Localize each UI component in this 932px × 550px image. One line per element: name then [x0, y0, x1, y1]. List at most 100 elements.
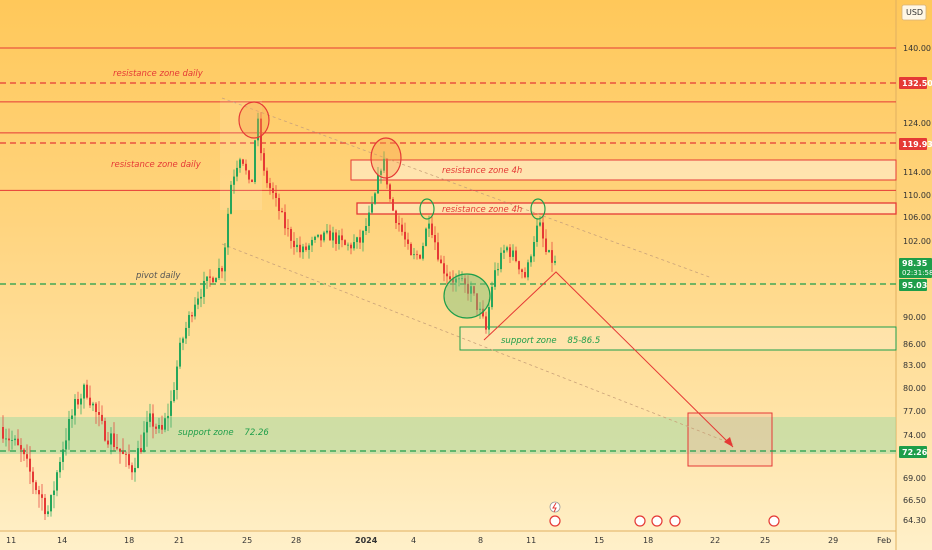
candle-body [188, 315, 190, 328]
resistance-zone-4h-box-lower [356, 202, 897, 215]
earnings-flag-icon[interactable] [549, 515, 561, 527]
candle-body [362, 230, 364, 243]
candle-body [14, 438, 16, 441]
candle-body [143, 432, 145, 452]
candle-body [278, 197, 280, 211]
earnings-flag-icon[interactable] [669, 515, 681, 527]
candle-body [551, 250, 553, 263]
candle-body [131, 465, 133, 473]
candle-body [383, 158, 385, 171]
candle-body [119, 448, 121, 452]
candle-body [449, 276, 451, 280]
candle-body [293, 240, 295, 248]
candle-body [488, 307, 490, 330]
candle-body [338, 235, 340, 244]
projected-path-arrowhead [724, 437, 733, 447]
channel-lower-line [221, 243, 736, 446]
candle-body [296, 244, 298, 248]
candle-body [245, 163, 247, 171]
candle-body [161, 424, 163, 430]
candle-body [533, 241, 535, 257]
candle-body [425, 228, 427, 246]
x-tick-label: 14 [57, 536, 67, 545]
y-axis[interactable]: 140.00 124.00 114.00 110.00 106.00 102.0… [903, 44, 931, 525]
candle-body [368, 212, 370, 226]
candle-body [374, 193, 376, 204]
candle-body [44, 497, 46, 515]
x-tick-label: 4 [411, 536, 416, 545]
candle-body [128, 454, 130, 466]
candle-body [407, 239, 409, 244]
candle-body [152, 413, 154, 427]
x-tick-label: 11 [526, 536, 536, 545]
candle-body [443, 263, 445, 274]
candle-body [191, 315, 193, 317]
candle-body [158, 424, 160, 429]
candle-body [377, 174, 379, 194]
x-axis[interactable]: 11 14 18 21 25 28 2024 4 8 11 15 18 22 2… [6, 536, 891, 545]
candle-body [311, 239, 313, 246]
earnings-flag-icon[interactable] [634, 515, 646, 527]
candle-body [440, 259, 442, 264]
x-tick-label: 28 [291, 536, 301, 545]
lightning-event-icon[interactable] [549, 501, 561, 513]
earnings-flag-icon[interactable] [768, 515, 780, 527]
y-tick-label: 74.00 [903, 431, 926, 440]
y-tick-label: 102.00 [903, 237, 931, 246]
annotation-support-85: support zone 85-86.5 [501, 336, 600, 346]
candle-body [20, 445, 22, 450]
x-tick-label: 8 [478, 536, 483, 545]
candle-body [17, 438, 19, 446]
candle-body [251, 179, 253, 183]
candle-body [347, 244, 349, 246]
candle-body [554, 260, 556, 263]
y-tick-label: 80.00 [903, 384, 926, 393]
candle-body [500, 252, 502, 270]
currency-button[interactable] [901, 4, 927, 21]
y-tick-label: 140.00 [903, 44, 931, 53]
earnings-flag-icon[interactable] [651, 515, 663, 527]
candle-body [242, 159, 244, 164]
candle-body [140, 448, 142, 452]
candle-body [8, 438, 10, 441]
candle-body [32, 471, 34, 483]
candle-body [98, 412, 100, 415]
x-tick-label: 21 [174, 536, 184, 545]
candle-body [419, 254, 421, 259]
candle-body [485, 316, 487, 330]
event-markers[interactable] [549, 501, 780, 527]
badge-countdown-text: 02:31:58 [902, 269, 932, 277]
support-zone-72-band [0, 417, 896, 454]
candle-body [497, 269, 499, 271]
x-tick-label: 25 [760, 536, 770, 545]
candle-body [59, 461, 61, 473]
candle-body [215, 278, 217, 283]
candle-body [404, 231, 406, 240]
candle-body [26, 454, 28, 459]
candle-body [248, 170, 250, 180]
circle-high-4 [530, 198, 546, 220]
y-tick-label: 83.00 [903, 361, 926, 370]
candle-body [356, 237, 358, 243]
candle-body [431, 223, 433, 236]
candle-body [401, 224, 403, 232]
annotation-resistance-daily-1: resistance zone daily [113, 69, 204, 79]
badge-72-26 [899, 446, 927, 458]
candle-body [371, 203, 373, 213]
candle-body [86, 384, 88, 398]
candle-body [170, 401, 172, 416]
candle-body [5, 438, 7, 440]
candle-body [236, 167, 238, 177]
candle-body [164, 418, 166, 430]
candle-body [179, 342, 181, 367]
candle-body [38, 490, 40, 495]
candle-body [74, 398, 76, 416]
candle-body [323, 232, 325, 241]
badge-119-93 [899, 138, 927, 150]
candle-body [521, 269, 523, 273]
candle-body [185, 327, 187, 339]
candle-body [539, 222, 541, 226]
lightning-bolt-icon [552, 502, 557, 513]
